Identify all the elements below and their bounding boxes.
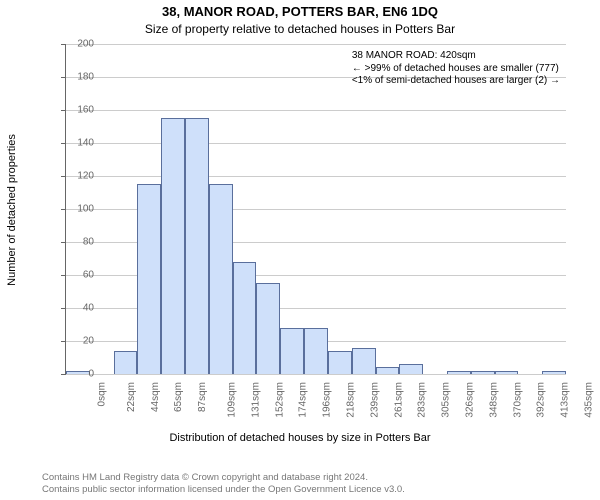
gridline — [66, 110, 566, 111]
histogram-bar — [185, 118, 209, 374]
histogram-bar — [447, 371, 471, 374]
chart-title: 38, MANOR ROAD, POTTERS BAR, EN6 1DQ — [0, 4, 600, 19]
ytick-label: 100 — [58, 204, 94, 215]
gridline — [66, 176, 566, 177]
histogram-bar — [114, 351, 138, 374]
ytick-label: 0 — [58, 369, 94, 380]
xtick-label: 0sqm — [96, 382, 107, 406]
xtick-label: 435sqm — [584, 382, 595, 418]
xtick-label: 239sqm — [369, 382, 380, 418]
annotation-line-1: 38 MANOR ROAD: 420sqm — [352, 50, 560, 63]
ytick-label: 140 — [58, 138, 94, 149]
histogram-bar — [137, 184, 161, 374]
xtick-label: 131sqm — [250, 382, 261, 418]
xtick-label: 174sqm — [298, 382, 309, 418]
y-axis-label: Number of detached properties — [6, 134, 18, 286]
histogram-bar — [280, 328, 304, 374]
gridline — [66, 143, 566, 144]
ytick-label: 80 — [58, 237, 94, 248]
histogram-bar — [233, 262, 257, 374]
xtick-label: 392sqm — [536, 382, 547, 418]
histogram-bar — [495, 371, 519, 374]
histogram-bar — [399, 364, 423, 374]
footer-line-1: Contains HM Land Registry data © Crown c… — [42, 472, 405, 484]
xtick-label: 261sqm — [393, 382, 404, 418]
ytick-label: 120 — [58, 171, 94, 182]
xtick-label: 152sqm — [274, 382, 285, 418]
histogram-bar — [376, 367, 400, 374]
annotation-line-2: ← >99% of detached houses are smaller (7… — [352, 63, 560, 76]
xtick-label: 370sqm — [512, 382, 523, 418]
x-axis-label: Distribution of detached houses by size … — [0, 432, 600, 444]
plot-area: 38 MANOR ROAD: 420sqm ← >99% of detached… — [65, 44, 566, 375]
ytick-label: 20 — [58, 336, 94, 347]
histogram-bar — [304, 328, 328, 374]
ytick-label: 180 — [58, 72, 94, 83]
xtick-label: 44sqm — [150, 382, 161, 412]
chart-subtitle: Size of property relative to detached ho… — [0, 22, 600, 36]
histogram-bar — [161, 118, 185, 374]
xtick-label: 87sqm — [197, 382, 208, 412]
ytick-label: 160 — [58, 105, 94, 116]
chart-container: 38, MANOR ROAD, POTTERS BAR, EN6 1DQ Siz… — [0, 0, 600, 500]
footer-line-2: Contains public sector information licen… — [42, 484, 405, 496]
annotation-box: 38 MANOR ROAD: 420sqm ← >99% of detached… — [352, 50, 560, 88]
gridline — [66, 374, 566, 375]
xtick-label: 109sqm — [227, 382, 238, 418]
histogram-bar — [209, 184, 233, 374]
footer: Contains HM Land Registry data © Crown c… — [42, 472, 405, 496]
xtick-label: 218sqm — [346, 382, 357, 418]
gridline — [66, 44, 566, 45]
xtick-label: 413sqm — [560, 382, 571, 418]
histogram-bar — [352, 348, 376, 374]
xtick-label: 22sqm — [126, 382, 137, 412]
ytick-label: 200 — [58, 39, 94, 50]
annotation-line-3: <1% of semi-detached houses are larger (… — [352, 75, 560, 88]
histogram-bar — [328, 351, 352, 374]
xtick-label: 65sqm — [173, 382, 184, 412]
ytick-label: 40 — [58, 303, 94, 314]
ytick-label: 60 — [58, 270, 94, 281]
xtick-label: 348sqm — [488, 382, 499, 418]
xtick-label: 283sqm — [417, 382, 428, 418]
xtick-label: 305sqm — [441, 382, 452, 418]
xtick-label: 196sqm — [322, 382, 333, 418]
histogram-bar — [256, 283, 280, 374]
xtick-label: 326sqm — [465, 382, 476, 418]
histogram-bar — [471, 371, 495, 374]
histogram-bar — [542, 371, 566, 374]
